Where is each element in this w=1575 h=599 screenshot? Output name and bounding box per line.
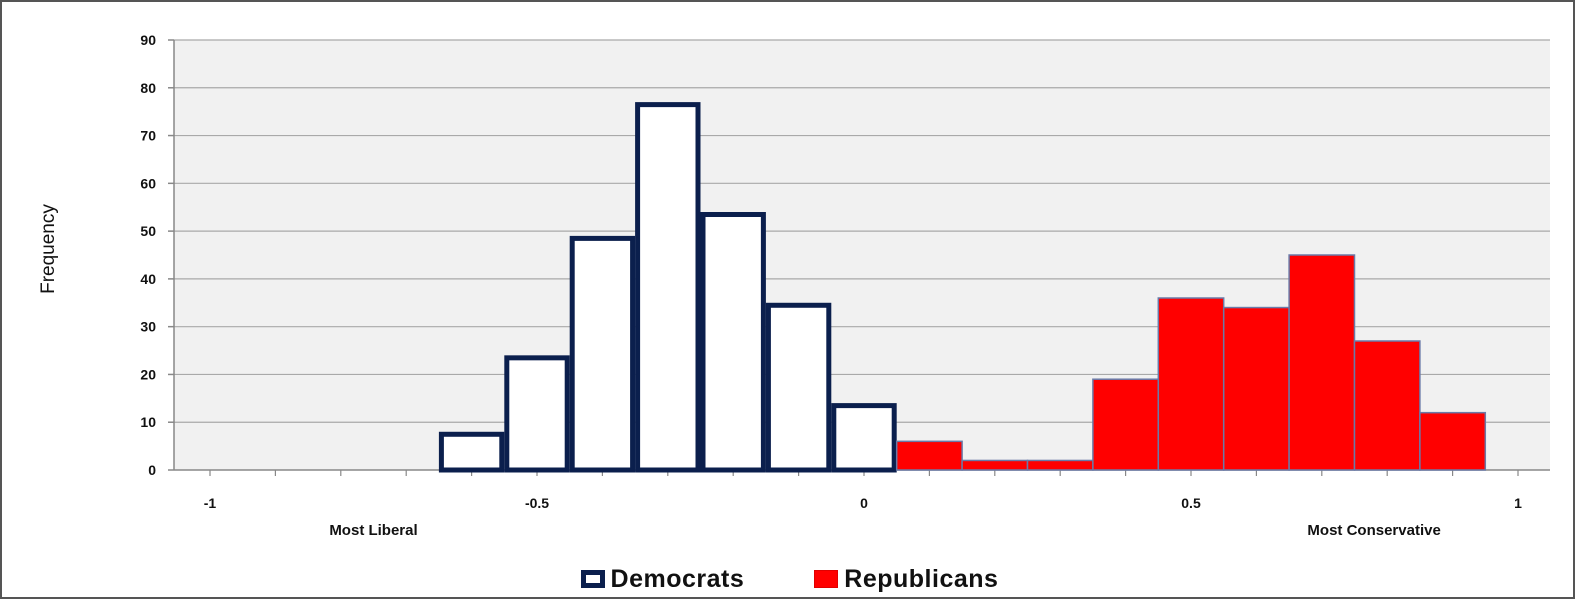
legend-label-republicans: Republicans	[844, 564, 999, 593]
histogram-chart: 0 10 20 30 40 50 60 70 80 90 -1 -0.5 0 0.5 1 Most Liber…	[38, 32, 1550, 539]
axis-labels: 0 10 20 30 40 50 60 70 80 90 -1 -0.5 0 0.5 1 Most Liber…	[38, 32, 1522, 539]
bar-republicans	[1026, 459, 1094, 471]
legend-swatch-democrats	[580, 570, 605, 588]
x-annotation-label: Most Conservative	[1307, 522, 1440, 539]
bars	[438, 102, 1487, 473]
y-tick-label: 70	[140, 128, 156, 144]
bar-republicans	[961, 459, 1029, 471]
y-tick-label: 80	[140, 80, 156, 96]
x-tick-label: 1	[1514, 495, 1522, 511]
gridlines	[174, 39, 1550, 423]
bar-republicans	[1419, 411, 1487, 471]
legend-swatch-republicans	[814, 570, 839, 588]
y-tick-label: 60	[140, 175, 156, 191]
x-annotation-label: Most Liberal	[329, 522, 417, 539]
legend-entry-republicans: Republicans	[814, 565, 998, 594]
bar-republicans	[1092, 378, 1160, 471]
bar-democrats	[504, 355, 570, 473]
bar-republicans	[895, 440, 963, 471]
y-tick-label: 30	[140, 319, 156, 335]
y-axis-label: Frequency	[38, 204, 59, 294]
bar-democrats	[700, 212, 766, 473]
legend-label-democrats: Democrats	[610, 564, 745, 593]
bar-republicans	[1288, 254, 1356, 471]
x-tick-label: 0	[860, 495, 868, 511]
bar-republicans	[1222, 306, 1290, 471]
legend: Democrats Republicans	[2, 562, 1575, 596]
x-tick-label: 0.5	[1181, 495, 1201, 511]
x-tick-label: -1	[204, 495, 217, 511]
bar-democrats	[831, 403, 897, 473]
x-tick-label: -0.5	[525, 495, 549, 511]
y-tick-label: 40	[140, 271, 156, 287]
y-tick-label: 90	[140, 32, 156, 48]
bar-democrats	[765, 302, 832, 473]
bar-republicans	[1353, 340, 1421, 471]
bar-republicans	[1157, 297, 1225, 471]
y-tick-label: 50	[140, 223, 156, 239]
y-tick-label: 20	[140, 366, 156, 382]
bar-democrats	[569, 235, 636, 473]
legend-entry-democrats: Democrats	[580, 564, 745, 594]
y-tick-label: 10	[140, 414, 156, 430]
bar-democrats	[635, 102, 701, 473]
y-tick-label: 0	[148, 462, 156, 478]
bar-democrats	[438, 431, 505, 473]
